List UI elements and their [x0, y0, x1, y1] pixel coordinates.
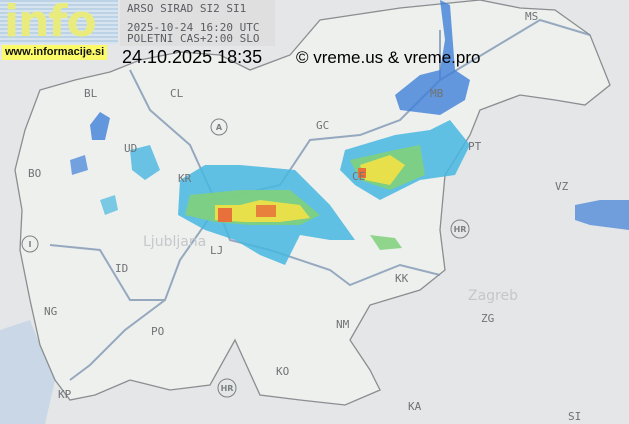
copyright: © vreme.us & vreme.pro	[296, 48, 481, 67]
svg-text:NM: NM	[336, 318, 350, 331]
logo-text: info	[4, 0, 97, 47]
svg-text:NG: NG	[44, 305, 57, 318]
svg-text:ZG: ZG	[481, 312, 494, 325]
svg-text:KR: KR	[178, 172, 192, 185]
timestamp: 24.10.2025 18:35	[122, 47, 263, 67]
svg-text:CE: CE	[352, 170, 365, 183]
svg-text:KK: KK	[395, 272, 409, 285]
country-label: A	[216, 123, 223, 132]
svg-text:KP: KP	[58, 388, 72, 401]
svg-text:BL: BL	[84, 87, 98, 100]
local-time-note: POLETNI CAS+2:00 SLO	[127, 32, 260, 45]
country-label: HR	[454, 225, 467, 234]
sea	[0, 320, 55, 424]
country-label: HR	[221, 384, 234, 393]
country-label: I	[29, 240, 32, 249]
svg-text:PT: PT	[468, 140, 482, 153]
city-label: Zagreb	[468, 288, 518, 304]
svg-text:LJ: LJ	[210, 244, 223, 257]
radar-info-panel: ARSO SIRAD SI2 SI1 2025-10-24 16:20 UTC …	[120, 0, 275, 46]
radar-echoes	[70, 0, 629, 265]
svg-text:UD: UD	[124, 142, 137, 155]
country-labels: A I HR HR	[21, 118, 470, 398]
svg-text:BO: BO	[28, 167, 41, 180]
svg-text:MS: MS	[525, 10, 538, 23]
svg-text:VZ: VZ	[555, 180, 569, 193]
informacije-logo: info	[0, 0, 118, 44]
svg-text:MB: MB	[430, 87, 444, 100]
svg-text:KA: KA	[408, 400, 422, 413]
svg-text:ID: ID	[115, 262, 128, 275]
svg-text:SI: SI	[568, 410, 581, 423]
svg-text:KO: KO	[276, 365, 289, 378]
city-label: Ljubljana	[143, 234, 206, 250]
product-name: ARSO SIRAD SI2 SI1	[127, 2, 247, 15]
site-link[interactable]: www.informacije.si	[2, 45, 108, 60]
svg-text:PO: PO	[151, 325, 164, 338]
station-codes: BL CL BO UD KR GC MS MB PT CE VZ LJ ID N…	[28, 10, 581, 423]
svg-text:CL: CL	[170, 87, 184, 100]
utc-time: 2025-10-24 16:20 UTC	[127, 21, 260, 34]
svg-text:GC: GC	[316, 119, 329, 132]
